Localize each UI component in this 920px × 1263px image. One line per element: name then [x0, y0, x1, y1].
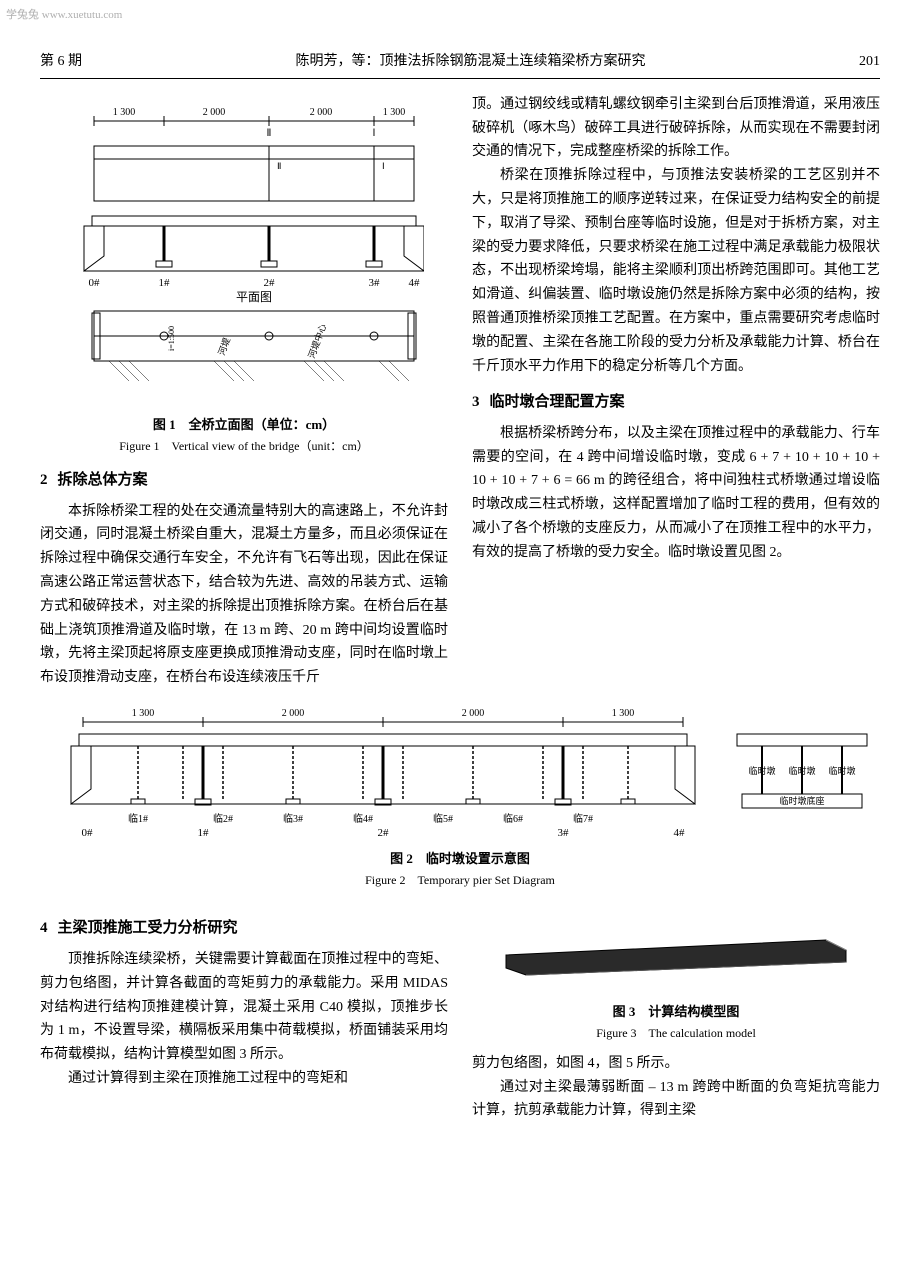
- section-3-title: 临时墩合理配置方案: [490, 394, 625, 410]
- pier-3: 3#: [369, 277, 381, 289]
- figure-3: 图 3 计算结构模型图 Figure 3 The calculation mod…: [472, 912, 880, 1043]
- f2-p4: 4#: [674, 827, 686, 839]
- left-column: 1 300 2 000 2 000 1 300 Ⅱ Ⅰ Ⅱ Ⅰ: [40, 93, 448, 690]
- lower-columns: 4 主梁顶推施工受力分析研究 顶推拆除连续梁桥，关键需要计算截面在顶推过程中的弯矩…: [40, 904, 880, 1123]
- figure2-caption-en: Figure 2 Temporary pier Set Diagram: [40, 870, 880, 890]
- figure1-caption-en: Figure 1 Vertical view of the bridge（uni…: [40, 436, 448, 456]
- running-header: 第 6 期 陈明芳，等：顶推法拆除钢筋混凝土连续箱梁桥方案研究 201: [40, 50, 880, 79]
- f2-p0: 0#: [82, 827, 94, 839]
- section-4-heading: 4 主梁顶推施工受力分析研究: [40, 916, 448, 942]
- left-column-2: 4 主梁顶推施工受力分析研究 顶推拆除连续梁桥，关键需要计算截面在顶推过程中的弯矩…: [40, 904, 448, 1123]
- section-2-p2: 桥梁在顶推拆除过程中，与顶推法安装桥梁的工艺区别并不大，只是将顶推施工的顺序逆转…: [472, 164, 880, 378]
- section-2-heading: 2 拆除总体方案: [40, 468, 448, 494]
- section-2-p1: 本拆除桥梁工程的处在交通流量特别大的高速路上，不允许封闭交通，同时混凝土桥梁自重…: [40, 500, 448, 690]
- section-3-heading: 3 临时墩合理配置方案: [472, 390, 880, 416]
- pier-4: 4#: [409, 277, 421, 289]
- section-4-number: 4: [40, 920, 48, 936]
- figure2-caption-cn: 图 2 临时墩设置示意图: [40, 848, 880, 870]
- section-4-p2r: 剪力包络图，如图 4，图 5 所示。: [472, 1052, 880, 1076]
- right-column: 顶。通过钢绞线或精轧螺纹钢牵引主梁到台后顶推滑道，采用液压破碎机（啄木鸟）破碎工…: [472, 93, 880, 690]
- dim-span1: 1 300: [113, 107, 136, 118]
- side-base: 临时墩底座: [779, 795, 824, 806]
- plan-label: 平面图: [236, 290, 272, 304]
- section-mark-1b: Ⅰ: [382, 161, 385, 171]
- f2-span3: 2 000: [462, 708, 485, 719]
- temporary-pier-svg: 1 300 2 000 2 000 1 300: [43, 704, 723, 844]
- tp7: 临7#: [573, 812, 593, 825]
- pier-2: 2#: [264, 277, 276, 289]
- section-4-title: 主梁顶推施工受力分析研究: [58, 920, 238, 936]
- section-2-title: 拆除总体方案: [58, 472, 148, 488]
- running-title: 陈明芳，等：顶推法拆除钢筋混凝土连续箱梁桥方案研究: [82, 50, 859, 74]
- section-4-p3: 通过对主梁最薄弱断面 – 13 m 跨跨中断面的负弯矩抗弯能力计算，抗剪承载能力…: [472, 1076, 880, 1124]
- figure3-caption-en: Figure 3 The calculation model: [472, 1023, 880, 1043]
- side-pier-3: 临时墩: [828, 765, 855, 776]
- section-2-number: 2: [40, 472, 48, 488]
- tp6: 临6#: [503, 812, 523, 825]
- right-column-2: 图 3 计算结构模型图 Figure 3 The calculation mod…: [472, 904, 880, 1123]
- watermark: 学兔兔 www.xuetutu.com: [6, 6, 122, 25]
- pier-1: 1#: [159, 277, 171, 289]
- section-2-p1b: 顶。通过钢绞线或精轧螺纹钢牵引主梁到台后顶推滑道，采用液压破碎机（啄木鸟）破碎工…: [472, 93, 880, 164]
- f2-span4: 1 300: [612, 708, 635, 719]
- dim-span4: 1 300: [383, 107, 406, 118]
- section-mark-2: Ⅱ: [267, 128, 272, 139]
- temporary-pier-side-svg: 临时墩 临时墩 临时墩 临时墩底座: [727, 724, 877, 824]
- section-4-p2: 通过计算得到主梁在顶推施工过程中的弯矩和: [40, 1067, 448, 1091]
- calculation-model-svg: [496, 920, 856, 980]
- dim-span3: 2 000: [310, 107, 333, 118]
- figure-1: 1 300 2 000 2 000 1 300 Ⅱ Ⅰ Ⅱ Ⅰ: [40, 101, 448, 456]
- f2-span2: 2 000: [282, 708, 305, 719]
- figure3-caption-cn: 图 3 计算结构模型图: [472, 1001, 880, 1023]
- section-3-p1: 根据桥梁桥跨分布，以及主梁在顶推过程中的承载能力、行车需要的空间，在 4 跨中间…: [472, 422, 880, 565]
- slope-label: i=1:500: [167, 326, 176, 351]
- figure-2: 1 300 2 000 2 000 1 300: [40, 704, 880, 890]
- tp5: 临5#: [433, 812, 453, 825]
- side-pier-2: 临时墩: [788, 765, 815, 776]
- tp1: 临1#: [128, 812, 148, 825]
- f2-p1: 1#: [198, 827, 210, 839]
- river-label-2: 河堤中心: [306, 322, 329, 360]
- f2-p2: 2#: [378, 827, 390, 839]
- issue-label: 第 6 期: [40, 50, 82, 74]
- figure1-caption-cn: 图 1 全桥立面图（单位：cm）: [40, 414, 448, 436]
- section-mark-1: Ⅰ: [373, 128, 376, 139]
- upper-columns: 1 300 2 000 2 000 1 300 Ⅱ Ⅰ Ⅱ Ⅰ: [40, 93, 880, 690]
- section-3-number: 3: [472, 394, 480, 410]
- tp2: 临2#: [213, 812, 233, 825]
- f2-p3: 3#: [558, 827, 570, 839]
- page-number: 201: [859, 50, 880, 74]
- dim-span2: 2 000: [203, 107, 226, 118]
- bridge-elevation-svg: 1 300 2 000 2 000 1 300 Ⅱ Ⅰ Ⅱ Ⅰ: [64, 101, 424, 401]
- pier-0: 0#: [89, 277, 101, 289]
- section-mark-2b: Ⅱ: [277, 161, 281, 171]
- section-4-p1: 顶推拆除连续梁桥，关键需要计算截面在顶推过程中的弯矩、剪力包络图，并计算各截面的…: [40, 948, 448, 1067]
- f2-span1: 1 300: [132, 708, 155, 719]
- tp4: 临4#: [353, 812, 373, 825]
- river-label-1: 河堤: [216, 336, 232, 357]
- tp3: 临3#: [283, 812, 303, 825]
- side-pier-1: 临时墩: [748, 765, 775, 776]
